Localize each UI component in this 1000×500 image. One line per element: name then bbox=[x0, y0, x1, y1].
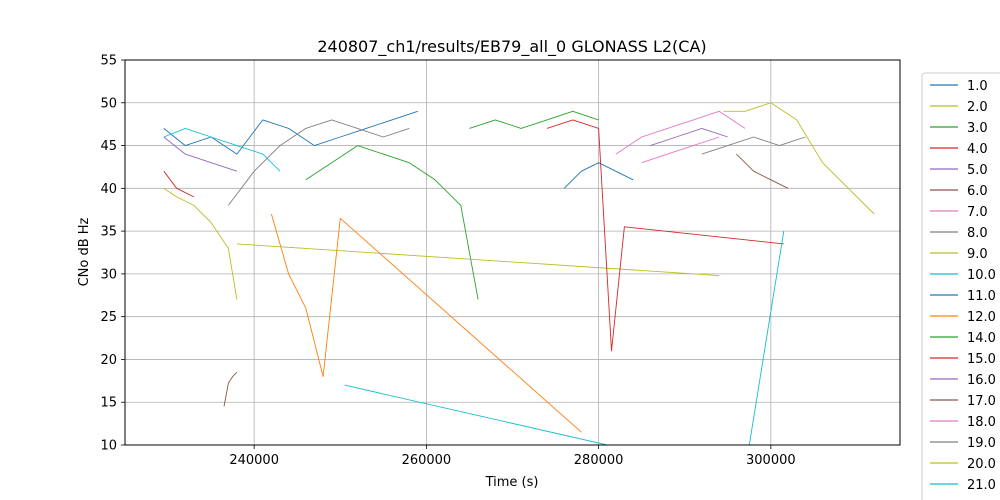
series-line-8-0 bbox=[227, 119, 410, 206]
legend-label: 20.0 bbox=[967, 457, 996, 472]
legend-label: 4.0 bbox=[967, 142, 988, 157]
series-line-5-0 bbox=[163, 136, 238, 172]
x-axis: 240000 260000 280000 300000 bbox=[229, 445, 796, 468]
x-tick-label: 240000 bbox=[229, 453, 279, 468]
chart-title: 240807_ch1/results/EB79_all_0 GLONASS L2… bbox=[317, 37, 706, 57]
series-line-18-0 bbox=[641, 136, 720, 164]
y-tick-label: 40 bbox=[100, 182, 117, 197]
legend: 1.0 2.0 3.0 4.0 5.0 6.0 7.0 8.0 9.0 10.0 11.0 12.0 1… bbox=[921, 72, 1000, 500]
series-line-16-0 bbox=[650, 127, 728, 147]
series-line-12-0 bbox=[270, 213, 582, 433]
y-tick-label: 35 bbox=[100, 225, 117, 240]
legend-label: 14.0 bbox=[967, 331, 996, 346]
legend-label: 5.0 bbox=[967, 163, 988, 178]
x-axis-label: Time (s) bbox=[485, 475, 539, 490]
y-tick-label: 15 bbox=[100, 396, 117, 411]
x-tick-label: 280000 bbox=[574, 453, 624, 468]
series-line-6-0 bbox=[223, 371, 238, 407]
x-tick-label: 260000 bbox=[402, 453, 452, 468]
y-tick-label: 20 bbox=[100, 353, 117, 368]
y-tick-label: 30 bbox=[100, 267, 117, 282]
y-axis-label: CNo dB Hz bbox=[77, 217, 92, 286]
y-tick-label: 55 bbox=[100, 54, 117, 69]
series-line-11-0 bbox=[563, 162, 634, 189]
legend-label: 17.0 bbox=[967, 394, 996, 409]
series-line-14-0 bbox=[469, 110, 599, 129]
series-line-9-0 bbox=[236, 243, 720, 277]
y-tick-label: 50 bbox=[100, 96, 117, 111]
legend-label: 19.0 bbox=[967, 436, 996, 451]
series-line-3-0 bbox=[305, 145, 479, 300]
legend-label: 10.0 bbox=[967, 268, 996, 283]
series-line-2-0 bbox=[163, 187, 238, 300]
series-line-17-0 bbox=[736, 153, 789, 189]
series-line-10-0 bbox=[163, 127, 281, 172]
legend-label: 11.0 bbox=[967, 289, 996, 304]
legend-label: 8.0 bbox=[967, 226, 988, 241]
y-tick-label: 45 bbox=[100, 139, 117, 154]
x-tick-label: 300000 bbox=[746, 453, 796, 468]
grid bbox=[125, 59, 900, 446]
legend-label: 12.0 bbox=[967, 310, 996, 325]
plot-frame bbox=[124, 59, 901, 446]
series-line-15-0 bbox=[546, 119, 784, 352]
legend-label: 9.0 bbox=[967, 247, 988, 262]
y-axis: 10 15 20 25 30 35 40 45 50 55 bbox=[100, 54, 125, 454]
legend-label: 21.0 bbox=[967, 478, 996, 493]
series-line-4-0 bbox=[163, 170, 195, 198]
series-line-20-0 bbox=[723, 102, 875, 215]
series-line-1-0 bbox=[163, 110, 418, 155]
y-tick-label: 10 bbox=[100, 439, 117, 454]
legend-label: 6.0 bbox=[967, 184, 988, 199]
legend-label: 3.0 bbox=[967, 121, 988, 136]
series-line-19-0 bbox=[701, 136, 806, 155]
legend-label: 1.0 bbox=[967, 79, 988, 94]
legend-label: 18.0 bbox=[967, 415, 996, 430]
legend-label: 2.0 bbox=[967, 100, 988, 115]
series-line-21-0 bbox=[344, 231, 785, 445]
series-layer bbox=[163, 102, 875, 445]
y-tick-label: 25 bbox=[100, 310, 117, 325]
legend-box bbox=[921, 72, 1000, 500]
series-line-7-0 bbox=[615, 110, 746, 155]
legend-label: 15.0 bbox=[967, 352, 996, 367]
legend-label: 16.0 bbox=[967, 373, 996, 388]
legend-label: 7.0 bbox=[967, 205, 988, 220]
